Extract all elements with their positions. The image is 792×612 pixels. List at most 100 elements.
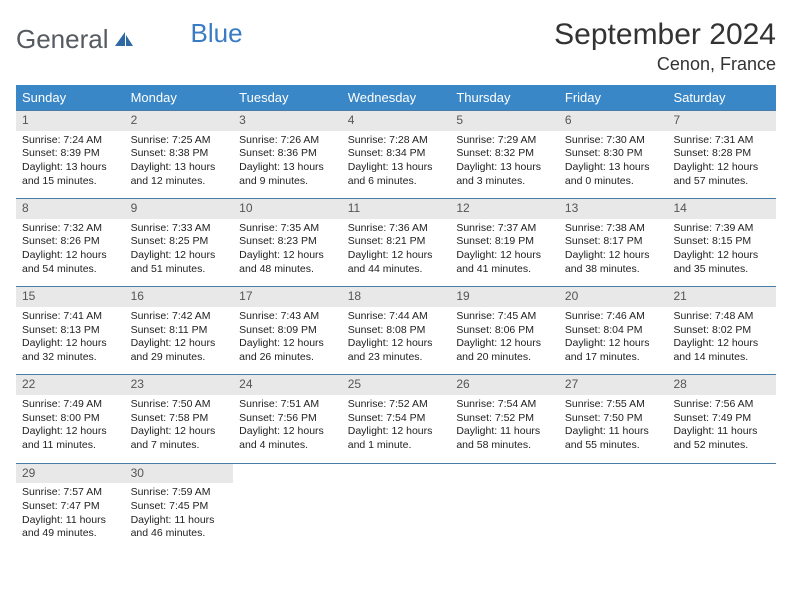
day-dl1: Daylight: 11 hours bbox=[456, 425, 555, 439]
weekday-sunday: Sunday bbox=[16, 85, 125, 110]
day-dl2: and 3 minutes. bbox=[456, 175, 555, 189]
day-sunrise: Sunrise: 7:26 AM bbox=[239, 134, 338, 148]
day-dl2: and 6 minutes. bbox=[348, 175, 447, 189]
day-sunrise: Sunrise: 7:43 AM bbox=[239, 310, 338, 324]
day-sunrise: Sunrise: 7:52 AM bbox=[348, 398, 447, 412]
week-row: 1Sunrise: 7:24 AMSunset: 8:39 PMDaylight… bbox=[16, 110, 776, 198]
day-sunset: Sunset: 7:50 PM bbox=[565, 412, 664, 426]
day-sunset: Sunset: 8:02 PM bbox=[673, 324, 772, 338]
day-cell: 5Sunrise: 7:29 AMSunset: 8:32 PMDaylight… bbox=[450, 111, 559, 198]
location: Cenon, France bbox=[554, 54, 776, 75]
day-dl2: and 17 minutes. bbox=[565, 351, 664, 365]
day-dl1: Daylight: 12 hours bbox=[673, 337, 772, 351]
weekday-wednesday: Wednesday bbox=[342, 85, 451, 110]
day-content: Sunrise: 7:45 AMSunset: 8:06 PMDaylight:… bbox=[450, 310, 559, 365]
day-number: 11 bbox=[342, 199, 451, 219]
day-sunset: Sunset: 7:52 PM bbox=[456, 412, 555, 426]
day-dl2: and 20 minutes. bbox=[456, 351, 555, 365]
day-dl1: Daylight: 11 hours bbox=[22, 514, 121, 528]
day-sunrise: Sunrise: 7:25 AM bbox=[131, 134, 230, 148]
day-cell: 16Sunrise: 7:42 AMSunset: 8:11 PMDayligh… bbox=[125, 287, 234, 374]
day-sunrise: Sunrise: 7:46 AM bbox=[565, 310, 664, 324]
day-number: 12 bbox=[450, 199, 559, 219]
day-cell: 27 Sunrise: 7:55 AMSunset: 7:50 PMDayligh… bbox=[559, 375, 668, 462]
day-cell: 14Sunrise: 7:39 AMSunset: 8:15 PMDayligh… bbox=[667, 199, 776, 286]
day-cell: 18Sunrise: 7:44 AMSunset: 8:08 PMDayligh… bbox=[342, 287, 451, 374]
day-number: 14 bbox=[667, 199, 776, 219]
day-cell: 1Sunrise: 7:24 AMSunset: 8:39 PMDaylight… bbox=[16, 111, 125, 198]
day-content: Sunrise: 7:28 AMSunset: 8:34 PMDaylight:… bbox=[342, 134, 451, 189]
day-dl2: and 58 minutes. bbox=[456, 439, 555, 453]
day-number: 25 bbox=[342, 375, 451, 395]
day-content: Sunrise: 7:25 AMSunset: 8:38 PMDaylight:… bbox=[125, 134, 234, 189]
day-cell: 2Sunrise: 7:25 AMSunset: 8:38 PMDaylight… bbox=[125, 111, 234, 198]
day-dl2: and 26 minutes. bbox=[239, 351, 338, 365]
day-sunrise: Sunrise: 7:39 AM bbox=[673, 222, 772, 236]
day-sunset: Sunset: 8:39 PM bbox=[22, 147, 121, 161]
day-content: Sunrise: 7:44 AMSunset: 8:08 PMDaylight:… bbox=[342, 310, 451, 365]
day-content: Sunrise: 7:43 AMSunset: 8:09 PMDaylight:… bbox=[233, 310, 342, 365]
day-number: 13 bbox=[559, 199, 668, 219]
day-number: 10 bbox=[233, 199, 342, 219]
day-content: Sunrise: 7:52 AMSunset: 7:54 PMDaylight:… bbox=[342, 398, 451, 453]
sail-icon bbox=[113, 26, 135, 57]
day-dl1: Daylight: 12 hours bbox=[131, 425, 230, 439]
day-number: 8 bbox=[16, 199, 125, 219]
day-dl1: Daylight: 12 hours bbox=[22, 249, 121, 263]
day-sunset: Sunset: 8:25 PM bbox=[131, 235, 230, 249]
day-number: 27 bbox=[559, 375, 668, 395]
day-number: 1 bbox=[16, 111, 125, 131]
day-sunset: Sunset: 8:36 PM bbox=[239, 147, 338, 161]
day-dl1: Daylight: 11 hours bbox=[565, 425, 664, 439]
day-content: Sunrise: 7:50 AMSunset: 7:58 PMDaylight:… bbox=[125, 398, 234, 453]
day-content: Sunrise: 7:55 AMSunset: 7:50 PMDaylight:… bbox=[559, 398, 668, 453]
day-dl1: Daylight: 12 hours bbox=[131, 337, 230, 351]
day-cell: 26Sunrise: 7:54 AMSunset: 7:52 PMDayligh… bbox=[450, 375, 559, 462]
day-dl2: and 38 minutes. bbox=[565, 263, 664, 277]
day-cell: 17Sunrise: 7:43 AMSunset: 8:09 PMDayligh… bbox=[233, 287, 342, 374]
day-cell: 3Sunrise: 7:26 AMSunset: 8:36 PMDaylight… bbox=[233, 111, 342, 198]
day-dl2: and 54 minutes. bbox=[22, 263, 121, 277]
week-row: 29Sunrise: 7:57 AMSunset: 7:47 PMDayligh… bbox=[16, 463, 776, 551]
day-cell: 28Sunrise: 7:56 AMSunset: 7:49 PMDayligh… bbox=[667, 375, 776, 462]
day-sunrise: Sunrise: 7:29 AM bbox=[456, 134, 555, 148]
day-sunrise: Sunrise: 7:33 AM bbox=[131, 222, 230, 236]
weekday-tuesday: Tuesday bbox=[233, 85, 342, 110]
day-cell: 6Sunrise: 7:30 AMSunset: 8:30 PMDaylight… bbox=[559, 111, 668, 198]
day-sunset: Sunset: 7:47 PM bbox=[22, 500, 121, 514]
day-cell: 15Sunrise: 7:41 AMSunset: 8:13 PMDayligh… bbox=[16, 287, 125, 374]
day-cell: 9Sunrise: 7:33 AMSunset: 8:25 PMDaylight… bbox=[125, 199, 234, 286]
day-sunset: Sunset: 7:54 PM bbox=[348, 412, 447, 426]
day-number: 4 bbox=[342, 111, 451, 131]
day-cell-empty bbox=[559, 464, 668, 551]
day-content: Sunrise: 7:38 AMSunset: 8:17 PMDaylight:… bbox=[559, 222, 668, 277]
day-dl1: Daylight: 12 hours bbox=[565, 249, 664, 263]
day-cell: 24Sunrise: 7:51 AMSunset: 7:56 PMDayligh… bbox=[233, 375, 342, 462]
day-cell: 25 Sunrise: 7:52 AMSunset: 7:54 PMDayligh… bbox=[342, 375, 451, 462]
day-number: 28 bbox=[667, 375, 776, 395]
day-dl1: Daylight: 12 hours bbox=[348, 249, 447, 263]
day-dl1: Daylight: 12 hours bbox=[348, 425, 447, 439]
day-content: Sunrise: 7:46 AMSunset: 8:04 PMDaylight:… bbox=[559, 310, 668, 365]
day-dl2: and 46 minutes. bbox=[131, 527, 230, 541]
day-cell: 19Sunrise: 7:45 AMSunset: 8:06 PMDayligh… bbox=[450, 287, 559, 374]
day-dl2: and 1 minute. bbox=[348, 439, 447, 453]
day-content: Sunrise: 7:54 AMSunset: 7:52 PMDaylight:… bbox=[450, 398, 559, 453]
day-dl2: and 44 minutes. bbox=[348, 263, 447, 277]
day-content: Sunrise: 7:37 AMSunset: 8:19 PMDaylight:… bbox=[450, 222, 559, 277]
day-number: 30 bbox=[125, 464, 234, 484]
day-dl1: Daylight: 12 hours bbox=[456, 249, 555, 263]
day-dl1: Daylight: 12 hours bbox=[565, 337, 664, 351]
day-sunset: Sunset: 8:00 PM bbox=[22, 412, 121, 426]
day-dl1: Daylight: 12 hours bbox=[239, 337, 338, 351]
day-dl1: Daylight: 13 hours bbox=[348, 161, 447, 175]
day-content: Sunrise: 7:31 AMSunset: 8:28 PMDaylight:… bbox=[667, 134, 776, 189]
day-sunset: Sunset: 8:04 PM bbox=[565, 324, 664, 338]
day-sunset: Sunset: 8:13 PM bbox=[22, 324, 121, 338]
day-sunset: Sunset: 7:56 PM bbox=[239, 412, 338, 426]
day-sunrise: Sunrise: 7:50 AM bbox=[131, 398, 230, 412]
day-dl2: and 41 minutes. bbox=[456, 263, 555, 277]
week-row: 22Sunrise: 7:49 AMSunset: 8:00 PMDayligh… bbox=[16, 374, 776, 462]
day-number: 5 bbox=[450, 111, 559, 131]
day-sunrise: Sunrise: 7:35 AM bbox=[239, 222, 338, 236]
